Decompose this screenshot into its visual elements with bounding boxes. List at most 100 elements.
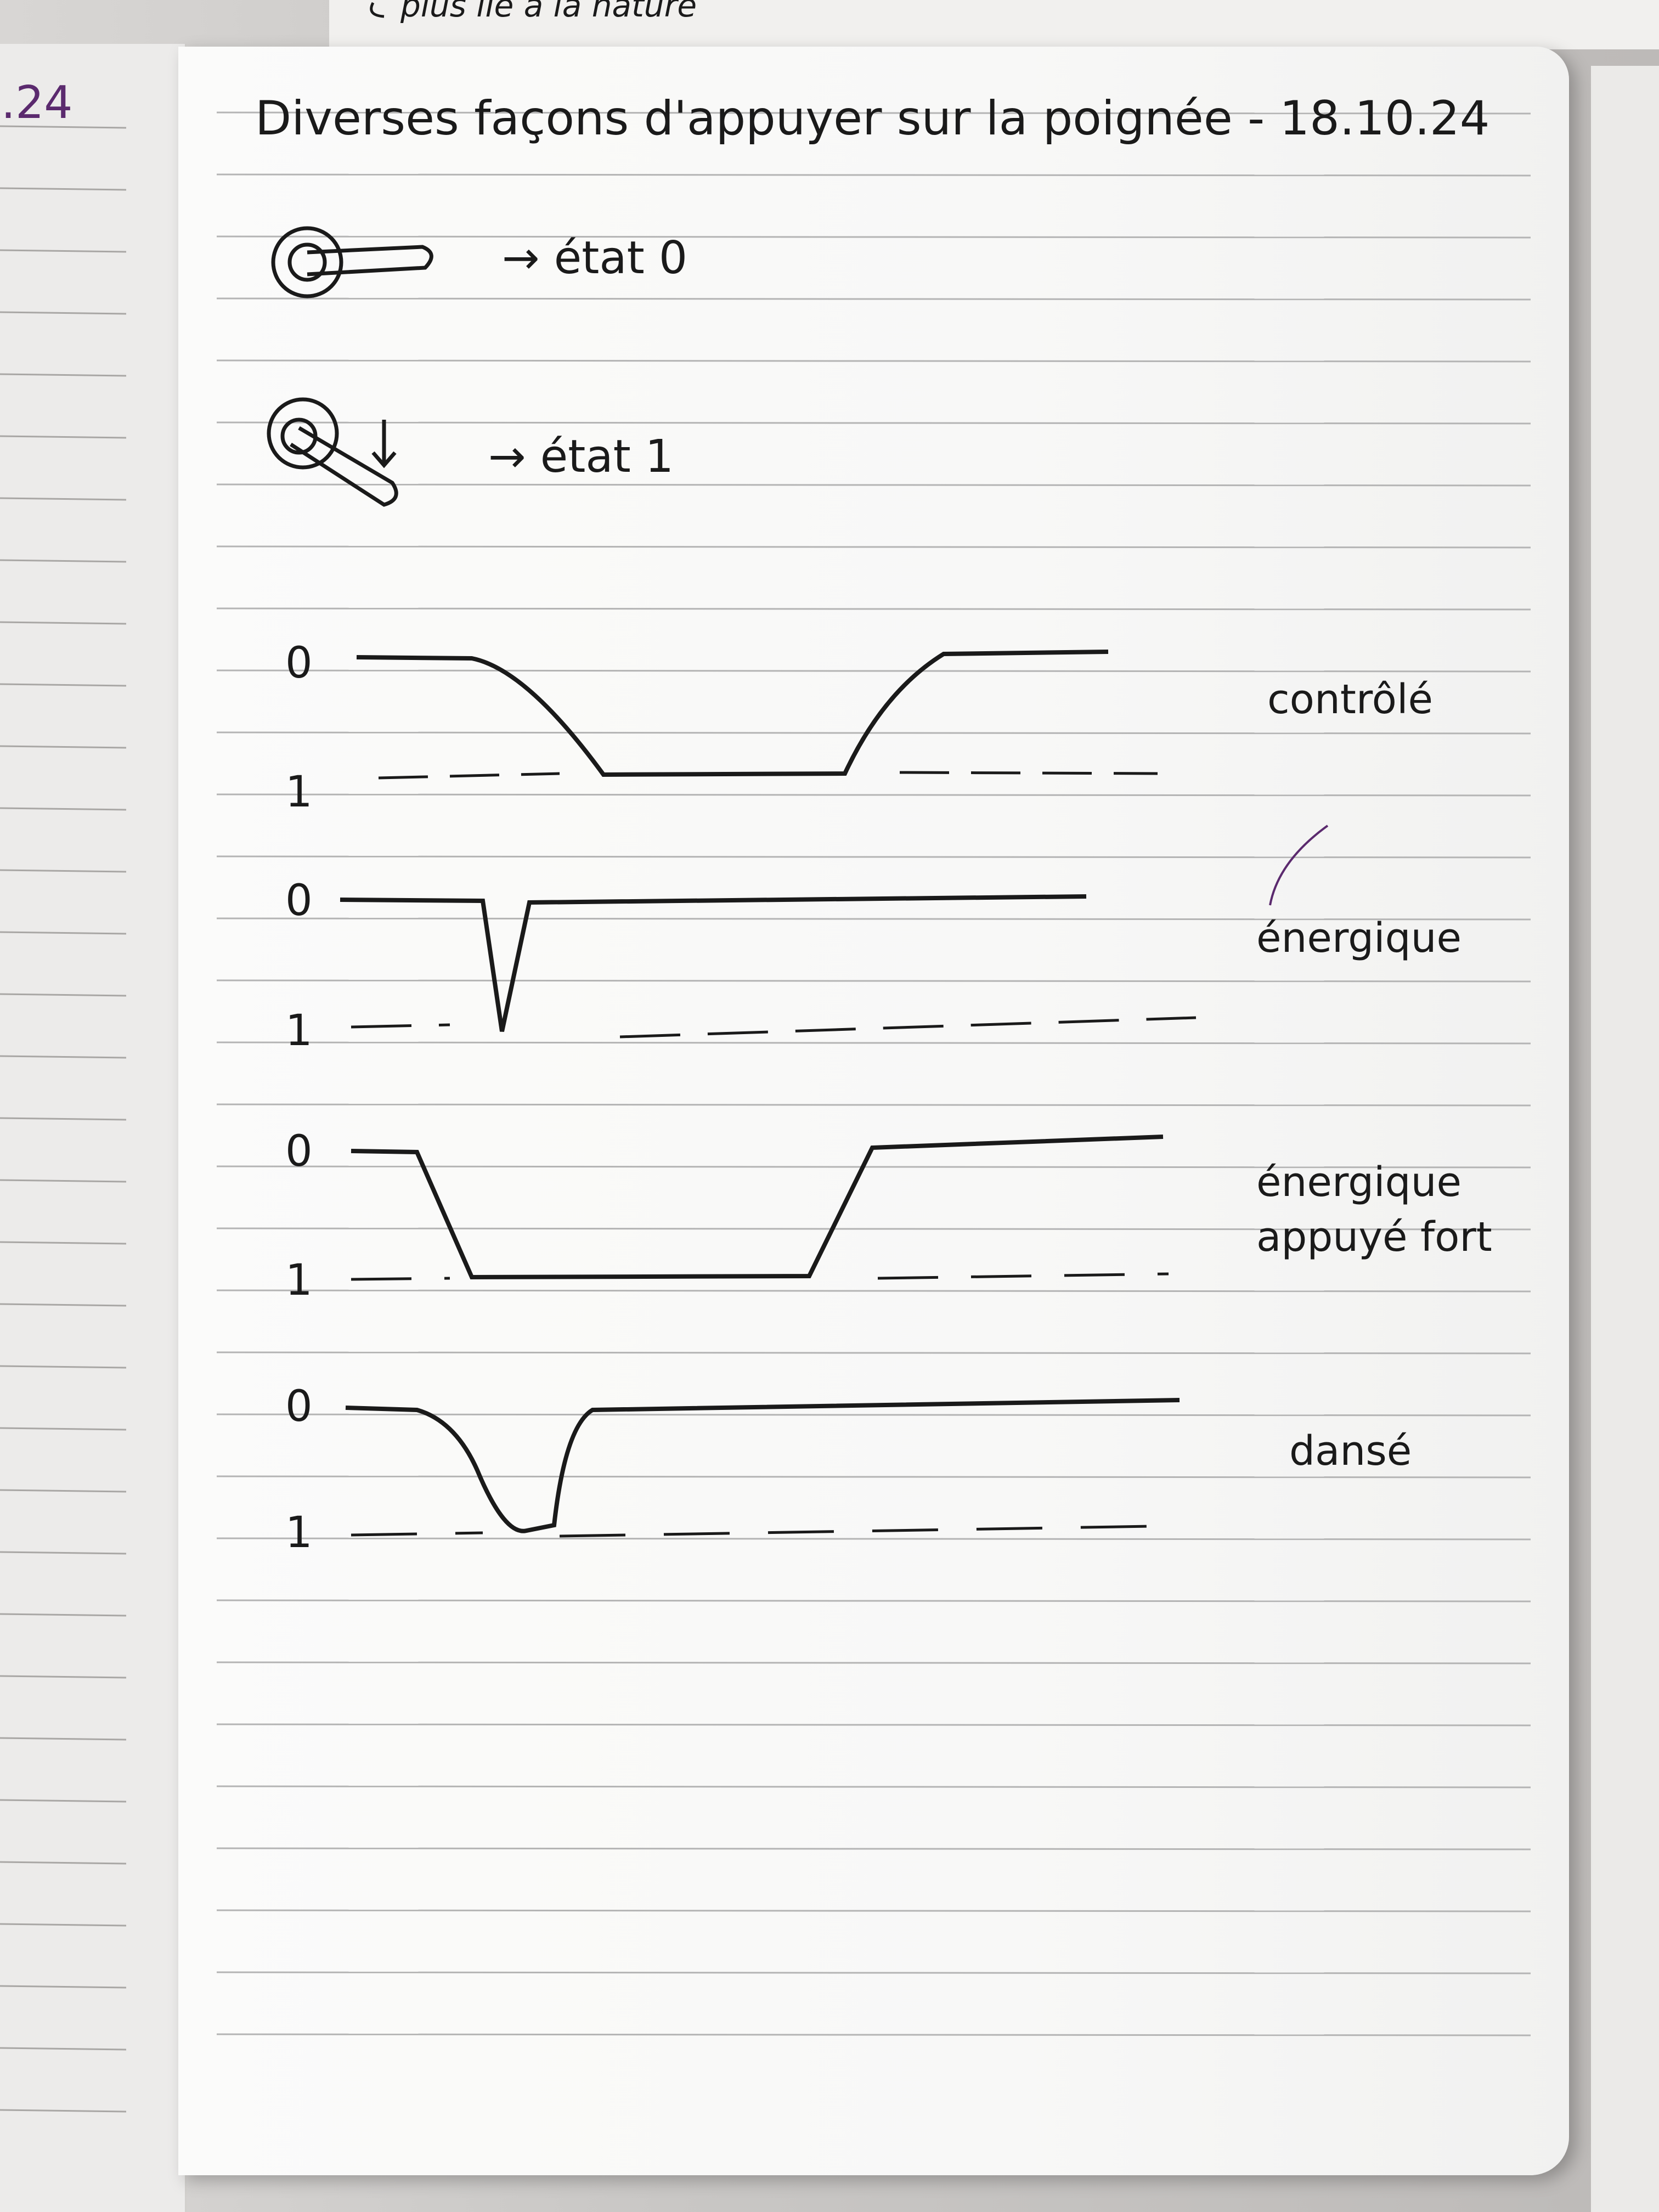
rule-line <box>216 421 1531 425</box>
left-rule-line <box>0 621 127 625</box>
rule-line <box>216 1413 1531 1417</box>
left-rule-line <box>0 497 127 501</box>
left-rule-line <box>0 1613 127 1617</box>
axis-label-1: 1 <box>285 1256 313 1305</box>
left-rule-line <box>0 745 127 749</box>
left-rule-line <box>0 807 127 811</box>
left-rule-line <box>0 2047 127 2051</box>
left-rule-line <box>0 1737 127 1741</box>
signal-curve <box>340 894 1087 1032</box>
left-page-ruled-lines <box>0 125 127 2113</box>
graph-label: contrôlé <box>1267 676 1433 723</box>
left-rule-line <box>0 559 127 563</box>
left-rule-line <box>0 1179 127 1183</box>
left-rule-line <box>0 1365 127 1369</box>
left-rule-line <box>0 869 127 873</box>
main-notebook-page <box>178 47 1569 2175</box>
graph-label-line-2: appuyé fort <box>1256 1214 1492 1261</box>
left-rule-line <box>0 1055 127 1059</box>
axis-label-1: 1 <box>285 768 313 817</box>
rule-line <box>216 1661 1531 1664</box>
graph-label-line-1: énergique <box>1256 1159 1462 1206</box>
left-rule-line <box>0 1427 127 1431</box>
rule-line <box>216 1227 1531 1231</box>
state-0-label: → état 0 <box>502 232 687 284</box>
left-rule-line <box>0 435 127 439</box>
rule-line <box>216 1475 1531 1479</box>
rule-line <box>216 1165 1531 1169</box>
ruled-lines <box>216 111 1531 2036</box>
left-rule-line <box>0 1923 127 1927</box>
page-title: Diverses façons d'appuyer sur la poignée… <box>255 91 1489 146</box>
left-rule-line <box>0 1551 127 1555</box>
graph-controle: 0 1 contrôlé <box>285 639 1433 817</box>
baseline-1 <box>378 771 1158 780</box>
right-notebook-page <box>1591 66 1659 2212</box>
rule-line <box>216 483 1531 487</box>
left-rule-line <box>0 1117 127 1121</box>
rule-line <box>216 1289 1531 1293</box>
left-rule-line <box>0 1675 127 1679</box>
baseline-1 <box>351 1016 1197 1039</box>
door-handle-pressed-icon <box>267 397 398 507</box>
axis-label-0: 0 <box>285 876 313 926</box>
axis-label-1: 1 <box>285 1006 313 1056</box>
graph-energique-appuye-fort: 0 1 énergique appuyé fort <box>285 1127 1492 1305</box>
axis-label-0: 0 <box>285 639 313 688</box>
state-1-label: → état 1 <box>488 431 674 483</box>
left-rule-line <box>0 993 127 997</box>
rule-line <box>216 1041 1531 1045</box>
rule-line <box>216 235 1531 239</box>
left-rule-line <box>0 311 127 315</box>
left-rule-line <box>0 187 127 191</box>
rule-line <box>216 173 1531 177</box>
rule-line <box>216 917 1531 921</box>
signal-curve <box>345 1398 1180 1533</box>
baseline-1 <box>351 1525 1153 1538</box>
left-rule-line <box>0 1861 127 1865</box>
rule-line <box>216 855 1531 859</box>
signal-curve <box>356 650 1109 777</box>
graph-label: dansé <box>1289 1427 1412 1475</box>
rule-line <box>216 1103 1531 1107</box>
rule-line <box>216 1909 1531 1912</box>
left-rule-line <box>0 125 127 129</box>
door-handle-horizontal-icon <box>271 226 433 298</box>
rule-line <box>216 1971 1531 1974</box>
graph-label: énergique <box>1256 915 1462 962</box>
rule-line <box>216 1537 1531 1541</box>
axis-label-0: 0 <box>285 1127 313 1176</box>
rule-line <box>216 297 1531 301</box>
rule-line <box>216 359 1531 363</box>
left-rule-line <box>0 683 127 687</box>
rule-line <box>216 979 1531 983</box>
rule-line <box>216 1599 1531 1602</box>
baseline-1 <box>351 1272 1169 1281</box>
left-rule-line <box>0 931 127 935</box>
rule-line <box>216 111 1531 115</box>
rule-line <box>216 1785 1531 1788</box>
rule-line <box>216 731 1531 735</box>
rule-line <box>216 607 1531 611</box>
graph-energique: 0 1 énergique <box>285 825 1462 1056</box>
rule-line <box>216 545 1531 549</box>
top-notebook-page <box>329 0 1659 49</box>
left-rule-line <box>0 1489 127 1493</box>
rule-line <box>216 1723 1531 1726</box>
left-rule-line <box>0 1241 127 1245</box>
rule-line <box>216 1351 1531 1355</box>
purple-stroke <box>1269 825 1329 906</box>
graph-danse: 0 1 dansé <box>285 1382 1412 1558</box>
rule-line <box>216 1847 1531 1850</box>
rule-line <box>216 793 1531 797</box>
left-rule-line <box>0 2109 127 2113</box>
left-rule-line <box>0 1303 127 1307</box>
left-rule-line <box>0 1985 127 1989</box>
rule-line <box>216 669 1531 673</box>
left-rule-line <box>0 1799 127 1803</box>
left-rule-line <box>0 249 127 253</box>
hook-arrow-icon <box>370 2 385 18</box>
signal-curve <box>351 1135 1164 1280</box>
